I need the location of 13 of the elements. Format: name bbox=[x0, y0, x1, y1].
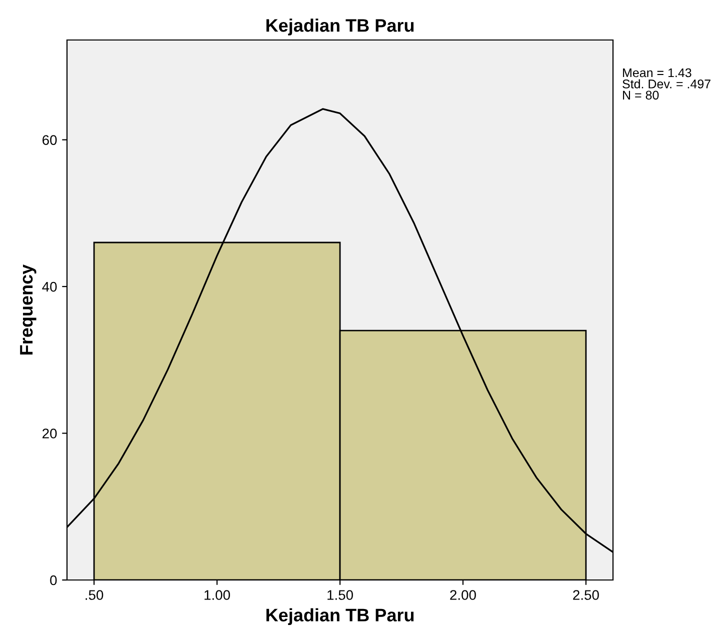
y-tick-label: 40 bbox=[42, 282, 57, 292]
text: Mean = 1.43 Std. Dev. = .497 N = 80 bbox=[622, 68, 710, 100]
x-axis-title: Kejadian TB Paru bbox=[266, 608, 414, 626]
x-tick-label: .50 bbox=[86, 590, 104, 600]
chart-title: Kejadian TB Paru bbox=[266, 18, 414, 36]
y-tick-label: 60 bbox=[42, 135, 57, 145]
x-tick-label: 1.00 bbox=[204, 590, 230, 600]
y-tick-label: 0 bbox=[50, 575, 57, 586]
x-tick-label: 1.50 bbox=[328, 590, 353, 600]
y-axis-title: Frequency bbox=[20, 264, 36, 354]
x-tick-label: 2.00 bbox=[450, 590, 476, 600]
y-tick-label: 20 bbox=[42, 428, 57, 438]
x-tick-label: 2.50 bbox=[573, 590, 599, 600]
